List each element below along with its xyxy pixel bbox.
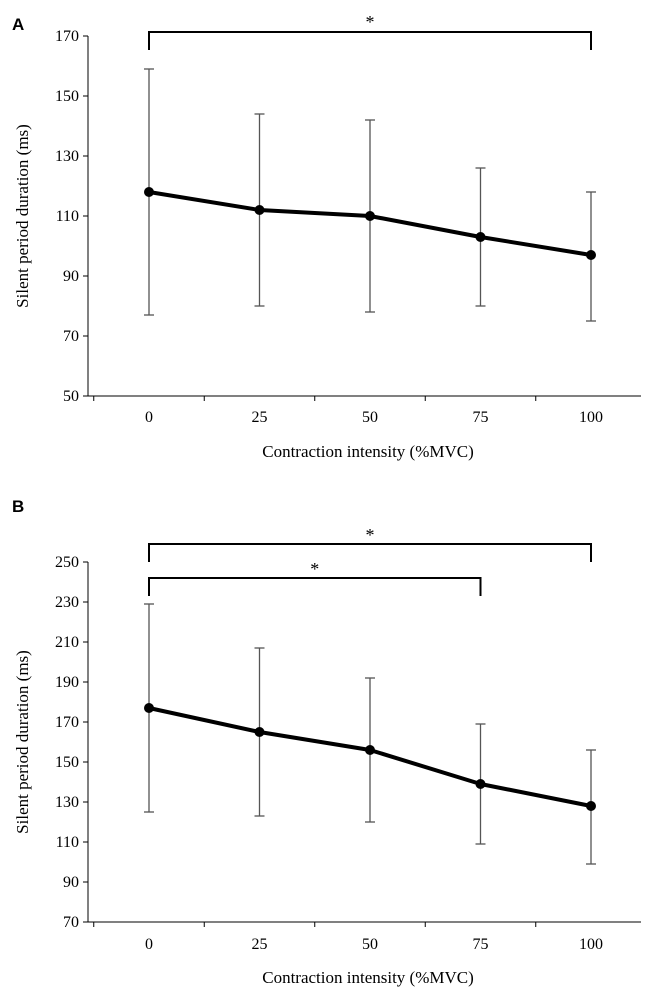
panel-b-significance-bracket [148,577,482,596]
panel-a: A Silent period duration (ms) Contractio… [12,12,641,461]
panel-a-x-tick-label: 50 [362,409,378,426]
panel-a-x-tick-label: 25 [252,409,268,426]
panel-b-x-tick-label: 0 [145,936,153,953]
panel-b-y-tick-label: 250 [55,554,79,571]
panel-b-data-point [475,779,486,789]
panel-b-y-axis-title: Silent period duration (ms) [13,650,32,834]
panel-b-x-tick-label: 50 [362,936,378,953]
panel-a-y-tick-label: 130 [55,148,79,165]
panel-a-y-tick-label: 70 [63,328,79,345]
panel-a-plot: 50 70 90 110 130 150 170 0 25 50 75 100 * [55,12,641,426]
panel-b-label: B [12,497,24,516]
panel-a-label: A [12,15,24,34]
panel-a-y-tick-label: 90 [63,268,79,285]
panel-a-y-tick-label: 150 [55,88,79,105]
panel-a-x-tick-label: 0 [145,409,153,426]
panel-b-y-tick-label: 170 [55,714,79,731]
panel-b-data-point [365,745,375,755]
panel-b-x-tick-label: 25 [252,936,268,953]
panel-b-y-tick-label: 230 [55,594,79,611]
panel-a-x-tick-label: 100 [579,409,603,426]
panel-b-y-tick-label: 190 [55,674,79,691]
panel-b-y-tick-label: 150 [55,754,79,771]
panel-b-x-tick-label: 75 [473,936,489,953]
panel-b-y-tick-label: 210 [55,634,79,651]
panel-a-x-tick-label: 75 [473,409,489,426]
panel-a-data-point [254,205,265,215]
panel-b-y-tick-label: 90 [63,874,79,891]
panel-a-y-axis-title: Silent period duration (ms) [13,124,32,308]
panel-a-data-point [144,187,154,197]
panel-a-x-axis-title: Contraction intensity (%MVC) [262,442,474,461]
panel-a-y-tick-label: 50 [63,388,79,405]
panel-b-y-tick-label: 110 [56,834,79,851]
panel-b: B Silent period duration (ms) Contractio… [12,497,641,987]
panel-b-significance-star: * [310,559,319,579]
panel-b-data-point [586,801,596,811]
panel-b-data-point [254,727,265,737]
panel-b-data-point [144,703,154,713]
panel-a-significance-star: * [366,12,375,32]
panel-a-data-point [365,211,375,221]
panel-a-y-tick-label: 170 [55,28,79,45]
panel-b-x-tick-label: 100 [579,936,603,953]
panel-b-plot: 70 90 110 130 150 170 190 210 230 250 0 25 50 75 100 * * [55,525,641,953]
panel-a-y-tick-label: 110 [56,208,79,225]
panel-b-x-axis-title: Contraction intensity (%MVC) [262,968,474,987]
panel-b-significance-star: * [366,525,375,545]
panel-b-y-tick-label: 130 [55,794,79,811]
panel-a-significance-bracket [148,31,592,50]
panel-a-data-point [475,232,486,242]
panel-b-significance-bracket [148,543,592,562]
panel-b-y-tick-label: 70 [63,914,79,931]
panel-a-data-point [586,250,596,260]
